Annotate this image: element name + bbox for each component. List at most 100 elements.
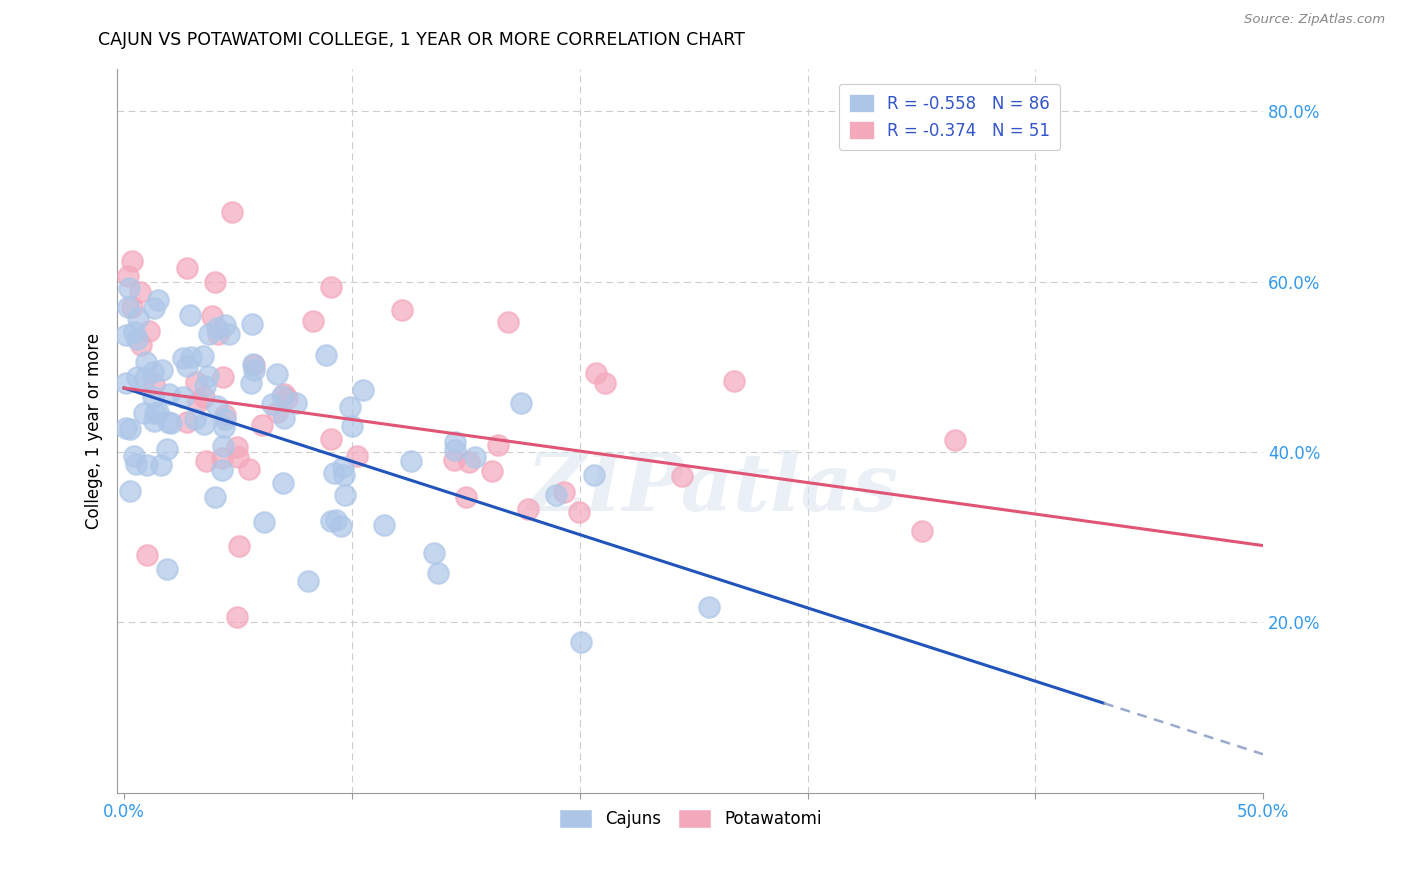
Point [252, 417, 274, 432]
Point [242, 358, 264, 372]
Point [194, 379, 217, 393]
Point [481, 464, 503, 478]
Point [187, 395, 209, 409]
Point [143, 376, 166, 391]
Point [117, 300, 139, 314]
Point [212, 420, 235, 434]
Point [546, 488, 568, 502]
Point [240, 317, 263, 331]
Point [120, 483, 142, 498]
Point [585, 366, 607, 380]
Text: ZIPatlas: ZIPatlas [527, 450, 900, 527]
Point [427, 566, 450, 581]
Point [226, 440, 249, 454]
Point [391, 302, 413, 317]
Point [125, 332, 148, 346]
Point [142, 366, 165, 380]
Point [124, 450, 146, 464]
Point [179, 308, 201, 322]
Text: Source: ZipAtlas.com: Source: ZipAtlas.com [1244, 13, 1385, 27]
Point [195, 454, 218, 468]
Point [115, 376, 138, 390]
Point [454, 490, 477, 504]
Point [943, 433, 966, 447]
Text: CAJUN VS POTAWATOMI COLLEGE, 1 YEAR OR MORE CORRELATION CHART: CAJUN VS POTAWATOMI COLLEGE, 1 YEAR OR M… [98, 31, 745, 49]
Point [568, 505, 591, 519]
Point [160, 416, 183, 430]
Point [204, 490, 226, 504]
Point [135, 355, 157, 369]
Point [172, 351, 194, 365]
Point [270, 389, 292, 403]
Point [121, 253, 143, 268]
Point [129, 285, 152, 300]
Point [271, 476, 294, 491]
Point [212, 370, 235, 384]
Point [444, 435, 467, 450]
Point [285, 395, 308, 409]
Point [118, 422, 141, 436]
Legend: Cajuns, Potawatomi: Cajuns, Potawatomi [551, 803, 828, 835]
Point [242, 363, 264, 377]
Point [266, 367, 288, 381]
Point [127, 311, 149, 326]
Point [157, 415, 180, 429]
Point [457, 455, 479, 469]
Point [211, 450, 233, 465]
Point [582, 467, 605, 482]
Point [422, 546, 444, 560]
Point [214, 318, 236, 333]
Point [136, 548, 159, 562]
Point [214, 408, 236, 422]
Point [132, 406, 155, 420]
Point [214, 411, 236, 425]
Point [205, 399, 228, 413]
Point [399, 454, 422, 468]
Point [373, 518, 395, 533]
Point [118, 281, 141, 295]
Point [125, 458, 148, 472]
Point [253, 515, 276, 529]
Point [510, 396, 533, 410]
Point [184, 412, 207, 426]
Point [176, 359, 198, 374]
Point [146, 405, 169, 419]
Point [569, 635, 592, 649]
Point [152, 363, 174, 377]
Point [517, 501, 540, 516]
Point [138, 324, 160, 338]
Point [319, 514, 342, 528]
Point [671, 468, 693, 483]
Point [723, 374, 745, 388]
Point [243, 359, 266, 373]
Point [142, 414, 165, 428]
Point [276, 391, 298, 405]
Point [346, 450, 368, 464]
Point [176, 416, 198, 430]
Point [340, 418, 363, 433]
Point [262, 397, 284, 411]
Point [332, 460, 354, 475]
Point [207, 321, 229, 335]
Point [212, 439, 235, 453]
Point [115, 328, 138, 343]
Point [193, 390, 215, 404]
Point [315, 347, 337, 361]
Point [486, 438, 509, 452]
Point [115, 420, 138, 434]
Point [323, 467, 346, 481]
Point [193, 417, 215, 431]
Point [149, 458, 172, 472]
Point [198, 326, 221, 341]
Point [176, 260, 198, 275]
Point [146, 293, 169, 307]
Point [145, 405, 167, 419]
Point [159, 387, 181, 401]
Point [211, 463, 233, 477]
Point [125, 370, 148, 384]
Point [321, 433, 343, 447]
Point [352, 384, 374, 398]
Point [201, 309, 224, 323]
Point [142, 301, 165, 316]
Point [239, 376, 262, 391]
